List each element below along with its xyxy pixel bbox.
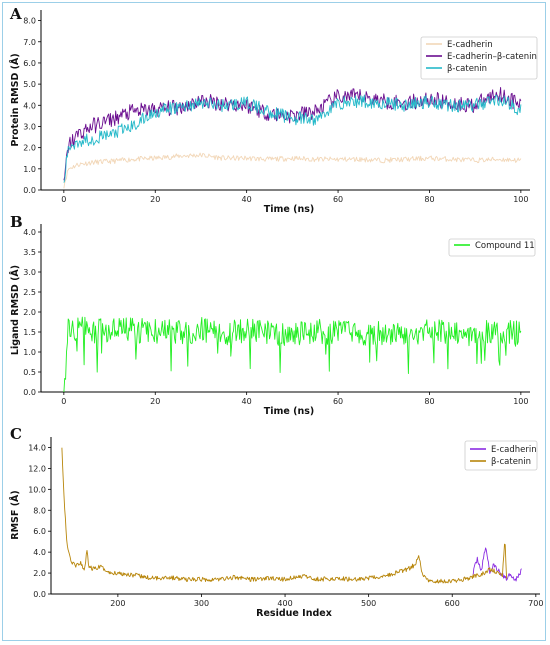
x-tick-label: 0 [61, 195, 66, 204]
panel-c-xlabel: Residue Index [256, 608, 332, 619]
legend-label: E-cadherin–β-catenin [447, 52, 537, 62]
x-tick-label: 100 [513, 397, 528, 406]
x-tick-label: 300 [194, 599, 209, 608]
x-tick-label: 0 [61, 397, 66, 406]
y-tick-label: 14.0 [28, 443, 46, 452]
y-tick-label: 2.5 [23, 288, 36, 297]
y-tick-label: 12.0 [28, 464, 46, 473]
panel-a-legend: E-cadherin E-cadherin–β-catenin β-catenin [420, 36, 538, 80]
panel-letter-c: C [10, 425, 22, 443]
y-tick-label: 5.0 [23, 80, 36, 89]
x-tick-label: 200 [110, 599, 125, 608]
y-tick-label: 6.0 [23, 59, 36, 68]
y-tick-label: 8.0 [23, 17, 36, 26]
x-tick-label: 400 [277, 599, 292, 608]
y-tick-label: 8.0 [33, 506, 46, 515]
y-tick-label: 3.0 [23, 268, 36, 277]
panel-b-xlabel: Time (ns) [264, 406, 315, 417]
series-line-1 [63, 86, 522, 181]
panel-c-legend: E-cadherin β-catenin [464, 440, 538, 471]
legend-label: β-catenin [491, 457, 531, 467]
panel-letter-b: B [10, 213, 23, 231]
panel-a-ylabel: Protein RMSD (Å) [10, 53, 21, 146]
x-tick-label: 80 [424, 195, 434, 204]
panel-letter-a: A [9, 5, 22, 23]
x-tick-label: 100 [513, 195, 528, 204]
y-tick-label: 3.0 [23, 122, 36, 131]
x-tick-label: 80 [424, 397, 434, 406]
x-tick-label: 600 [445, 599, 460, 608]
x-tick-label: 20 [150, 397, 160, 406]
panel-b-ylabel: Ligand RMSD (Å) [10, 265, 21, 355]
y-tick-label: 4.0 [33, 548, 46, 557]
y-tick-label: 4.0 [23, 101, 36, 110]
y-tick-label: 1.0 [23, 165, 36, 174]
panel-c-plot: 0.0 2.0 4.0 6.0 8.0 10.0 12.0 14.0 200 300 400 500… [10, 437, 543, 619]
y-tick-label: 4.0 [23, 228, 36, 237]
y-tick-label: 1.0 [23, 348, 36, 357]
x-tick-label: 700 [528, 599, 543, 608]
series-line-1 [61, 447, 508, 584]
y-tick-label: 2.0 [23, 144, 36, 153]
y-tick-label: 10.0 [28, 485, 46, 494]
y-tick-label: 6.0 [33, 527, 46, 536]
y-tick-label: 0.0 [23, 388, 36, 397]
x-tick-label: 40 [242, 397, 252, 406]
series-line-2 [63, 94, 522, 183]
panel-b-legend-box [448, 238, 536, 257]
figure-frame [2, 2, 546, 641]
panel-a-legend-box [420, 36, 538, 80]
x-tick-label: 60 [333, 195, 343, 204]
y-tick-label: 0.5 [23, 368, 36, 377]
y-tick-label: 7.0 [23, 38, 36, 47]
panel-b-legend: Compound 11 [448, 238, 536, 257]
x-tick-label: 500 [361, 599, 376, 608]
panel-b-plot: 0.0 0.5 1.0 1.5 2.0 2.5 3.0 3.5 4.0 0 20 40 60 80 100… [10, 224, 536, 417]
series-line-0 [63, 152, 522, 189]
y-tick-label: 3.5 [23, 248, 36, 257]
series-line-0 [63, 316, 522, 393]
panel-a-plot: 0.0 1.0 2.0 3.0 4.0 5.0 6.0 7.0 8.0 0 20 40 60 80 100… [10, 10, 538, 215]
y-tick-label: 0.0 [23, 186, 36, 195]
legend-label: E-cadherin [447, 40, 493, 50]
panel-c-ylabel: RMSF (Å) [10, 490, 21, 539]
panel-a-xlabel: Time (ns) [264, 204, 315, 215]
x-tick-label: 40 [242, 195, 252, 204]
x-tick-label: 60 [333, 397, 343, 406]
y-tick-label: 1.5 [23, 328, 36, 337]
y-tick-label: 0.0 [33, 590, 46, 599]
y-tick-label: 2.0 [33, 569, 46, 578]
legend-label: Compound 11 [475, 241, 535, 251]
x-tick-label: 20 [150, 195, 160, 204]
legend-label: E-cadherin [491, 445, 537, 455]
legend-label: β-catenin [447, 64, 487, 74]
y-tick-label: 2.0 [23, 308, 36, 317]
